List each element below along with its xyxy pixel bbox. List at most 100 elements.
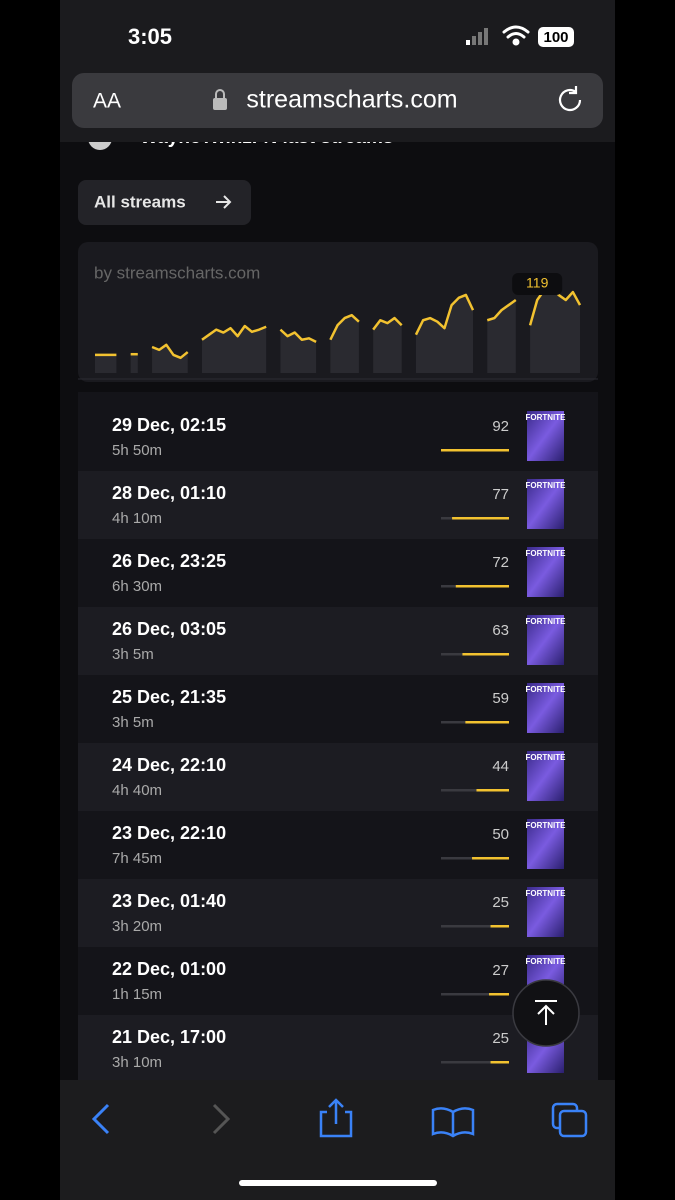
stream-duration: 4h 10m — [112, 510, 162, 527]
game-name: FORTNITE — [526, 413, 567, 422]
sparkline — [151, 343, 189, 360]
viewers-bar — [462, 653, 509, 656]
stream-viewers: 27 — [492, 962, 509, 979]
sparkline — [201, 324, 267, 341]
viewers-bar — [472, 857, 509, 860]
sparkline — [279, 328, 317, 344]
viewers-bar — [441, 449, 509, 452]
viewers-track — [441, 789, 509, 792]
game-name: FORTNITE — [526, 481, 567, 490]
stream-date: 26 Dec, 23:25 — [112, 551, 226, 571]
avatar — [88, 142, 112, 150]
watermark: by streamscharts.com — [94, 263, 260, 282]
viewers-bar — [490, 925, 509, 928]
sparkline — [372, 316, 403, 331]
peak-label: 119 — [526, 275, 549, 291]
stream-duration: 7h 45m — [112, 850, 162, 867]
stream-row[interactable] — [78, 1015, 598, 1083]
text-size-button[interactable]: AA — [93, 90, 121, 113]
viewers-bar — [455, 585, 509, 588]
sparkline — [414, 293, 475, 336]
sparkline-area — [530, 287, 580, 373]
game-thumbnail — [527, 751, 564, 801]
game-name: FORTNITE — [526, 957, 567, 966]
stream-date: 23 Dec, 22:10 — [112, 823, 226, 843]
game-name: FORTNITE — [526, 549, 567, 558]
forward-button[interactable] — [212, 1103, 231, 1135]
back-button[interactable] — [91, 1103, 110, 1135]
sparkline-area — [130, 354, 138, 373]
stream-date: 23 Dec, 01:40 — [112, 891, 226, 911]
stream-row[interactable] — [78, 811, 598, 879]
sparkline-area — [415, 294, 474, 373]
signal-icon — [466, 28, 488, 45]
stream-row[interactable] — [78, 743, 598, 811]
share-button[interactable] — [319, 1098, 353, 1138]
stream-viewers: 92 — [492, 418, 509, 435]
content: WayneTwinzFN last streams All streams by… — [60, 127, 615, 1083]
sparkline-area — [373, 318, 402, 373]
sparkline-area — [152, 344, 188, 373]
sparkline — [329, 313, 360, 341]
stream-viewers: 44 — [492, 758, 509, 775]
stream-viewers: 25 — [492, 1030, 509, 1047]
stream-row[interactable] — [78, 675, 598, 743]
sparkline-area — [95, 354, 117, 373]
viewers-bar — [489, 993, 509, 996]
game-name: FORTNITE — [526, 821, 567, 830]
arrow-icon — [216, 195, 232, 209]
url[interactable]: streamscharts.com — [246, 86, 457, 114]
stream-duration: 3h 20m — [112, 918, 162, 935]
viewers-bar — [452, 517, 509, 520]
bookmarks-button[interactable] — [431, 1107, 475, 1138]
game-thumbnail — [527, 887, 564, 937]
game-name: FORTNITE — [526, 685, 567, 694]
all-streams-button[interactable] — [78, 180, 251, 225]
stream-date: 26 Dec, 03:05 — [112, 619, 226, 639]
stream-row[interactable] — [78, 607, 598, 675]
stream-duration: 1h 15m — [112, 986, 162, 1003]
stream-date: 25 Dec, 21:35 — [112, 687, 226, 707]
stream-viewers: 59 — [492, 690, 509, 707]
viewers-bar — [465, 721, 509, 724]
battery-level: 100 — [543, 29, 568, 46]
viewers-bar — [490, 1061, 509, 1064]
tabs-button[interactable] — [551, 1102, 588, 1138]
game-name: FORTNITE — [526, 617, 567, 626]
game-thumbnail — [527, 683, 564, 733]
stream-row[interactable] — [78, 471, 598, 539]
stream-viewers: 25 — [492, 894, 509, 911]
stream-duration: 3h 10m — [112, 1054, 162, 1071]
stream-viewers: 77 — [492, 486, 509, 503]
peak-badge — [512, 273, 563, 296]
viewers-bar — [476, 789, 509, 792]
stream-viewers: 63 — [492, 622, 509, 639]
stream-duration: 5h 50m — [112, 442, 162, 459]
section-title: WayneTwinzFN last streams — [140, 127, 393, 148]
viewers-track — [441, 925, 509, 928]
all-streams-label: All streams — [94, 192, 186, 211]
stream-duration: 6h 30m — [112, 578, 162, 595]
sparkline — [486, 298, 517, 322]
lock-icon — [213, 89, 227, 110]
reload-button[interactable] — [558, 86, 582, 112]
stream-row[interactable] — [78, 947, 598, 1015]
stream-row[interactable] — [78, 879, 598, 947]
stream-row[interactable] — [78, 403, 598, 471]
sparkline-area — [201, 326, 267, 373]
stream-row[interactable] — [78, 539, 598, 607]
stream-duration: 3h 5m — [112, 714, 154, 731]
stream-viewers: 50 — [492, 826, 509, 843]
stream-date: 29 Dec, 02:15 — [112, 415, 226, 435]
viewers-track — [441, 993, 509, 996]
address-bar[interactable] — [72, 73, 603, 128]
time: 3:05 — [128, 24, 172, 49]
game-name: FORTNITE — [526, 889, 567, 898]
viewers-track — [441, 1061, 509, 1064]
game-thumbnail — [527, 479, 564, 529]
stream-duration: 3h 5m — [112, 646, 154, 663]
game-thumbnail — [527, 411, 564, 461]
sparkline-area — [280, 329, 317, 373]
game-thumbnail — [527, 819, 564, 869]
sparkline-area — [330, 315, 359, 373]
